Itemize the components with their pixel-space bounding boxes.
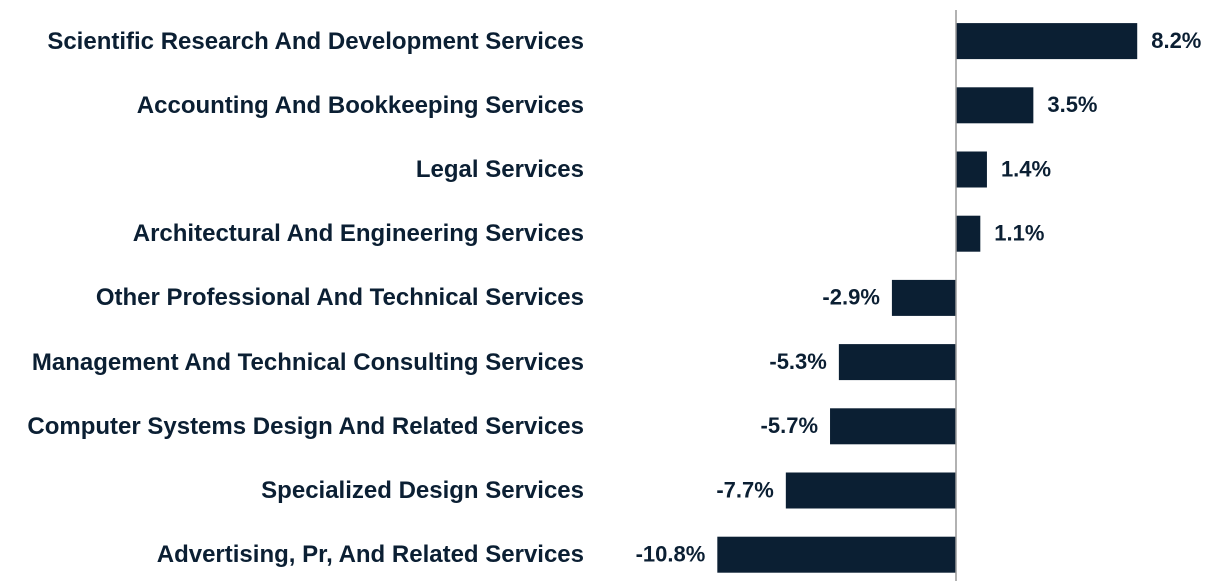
category-row: Scientific Research And Development Serv…: [0, 9, 584, 73]
value-label: -7.7%: [716, 477, 773, 502]
bar: [956, 151, 987, 188]
bar: [785, 472, 956, 509]
category-label: Management And Technical Consulting Serv…: [31, 348, 584, 376]
category-label: Advertising, Pr, And Related Services: [156, 541, 584, 569]
value-label: 8.2%: [1151, 28, 1201, 53]
category-row: Legal Services: [0, 138, 584, 202]
category-row: Computer Systems Design And Related Serv…: [0, 394, 584, 458]
category-label: Specialized Design Services: [261, 477, 584, 504]
value-label: 1.4%: [1001, 156, 1051, 181]
value-label: -10.8%: [636, 542, 706, 567]
category-label: Accounting And Bookkeeping Services: [136, 91, 584, 119]
category-row: Management And Technical Consulting Serv…: [0, 330, 584, 394]
value-label: -5.7%: [761, 413, 818, 438]
category-row: Architectural And Engineering Services: [0, 202, 584, 266]
category-row: Other Professional And Technical Service…: [0, 266, 584, 330]
bar: [838, 344, 956, 381]
category-label: Scientific Research And Development Serv…: [47, 27, 584, 55]
category-label: Other Professional And Technical Service…: [95, 284, 584, 312]
bar: [717, 536, 956, 573]
category-row: Specialized Design Services: [0, 459, 584, 523]
value-label: 1.1%: [994, 221, 1044, 246]
category-row: Accounting And Bookkeeping Services: [0, 73, 584, 137]
category-label: Architectural And Engineering Services: [132, 220, 584, 248]
category-label: Legal Services: [415, 156, 584, 183]
category-label: Computer Systems Design And Related Serv…: [27, 412, 584, 440]
bar: [956, 215, 981, 252]
bar: [956, 23, 1138, 60]
bar: [956, 87, 1034, 124]
category-row: Advertising, Pr, And Related Services: [0, 523, 584, 587]
value-label: 3.5%: [1047, 92, 1097, 117]
value-label: -5.3%: [769, 349, 826, 374]
value-label: -2.9%: [822, 285, 879, 310]
bar: [891, 279, 956, 316]
bar: [830, 408, 956, 445]
